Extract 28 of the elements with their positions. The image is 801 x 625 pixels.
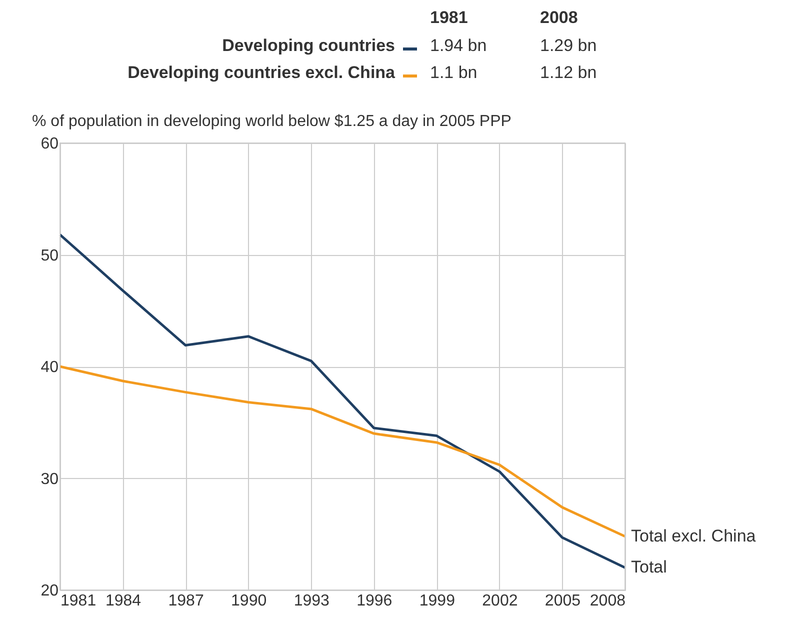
x-tick-label: 1990 (231, 592, 267, 610)
legend-label: Developing countries excl. China (128, 63, 396, 82)
legend-label: Developing countries (222, 36, 395, 55)
x-tick-label: 2005 (544, 592, 581, 610)
y-tick-label: 40 (40, 359, 59, 376)
y-tick-label: 60 (40, 136, 59, 152)
x-tick-label: 1981 (60, 592, 96, 610)
x-tick-label: 1999 (419, 592, 456, 610)
y-tick-label: 30 (40, 470, 59, 488)
x-tick-label: 1993 (294, 592, 330, 610)
text: 1.1 bn (430, 63, 478, 82)
x-tick-label: 2002 (482, 592, 518, 610)
chart-subtitle: % of population in developing world below $1.25 a day in 2005 PPP (32, 113, 512, 130)
text: 1.12 bn (540, 63, 597, 82)
text: 2008 (540, 8, 578, 27)
x-tick-label: 2008 (590, 592, 626, 610)
text: 1981 (430, 8, 468, 27)
x-tick-label: 1987 (168, 592, 204, 610)
line-series (58, 365, 626, 538)
x-tick-label: 1984 (105, 592, 142, 610)
line-series (58, 233, 626, 569)
text: 1.94 bn (430, 36, 487, 55)
x-tick-label: 1996 (356, 592, 392, 610)
annotation: Total (631, 558, 667, 577)
y-tick-label: 50 (40, 247, 59, 264)
annotation: Total excl. China (631, 526, 756, 546)
y-tick-label: 20 (40, 582, 59, 600)
text: 1.29 bn (540, 36, 597, 55)
